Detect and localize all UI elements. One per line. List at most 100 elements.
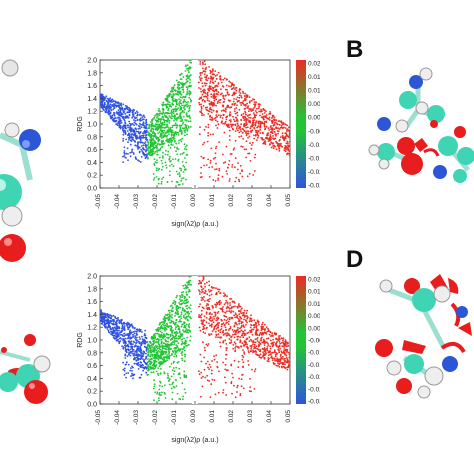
- data-point-green: [178, 175, 181, 178]
- data-point-green: [185, 119, 188, 122]
- data-point-red: [245, 94, 248, 97]
- data-point-green: [172, 110, 175, 113]
- data-point-red: [225, 307, 228, 310]
- data-point-green: [163, 358, 166, 360]
- data-point-green: [165, 104, 168, 106]
- data-point-red: [207, 77, 210, 79]
- data-point-green: [170, 141, 173, 144]
- data-point-red: [242, 138, 245, 140]
- data-point-blue: [122, 161, 125, 163]
- data-point-green: [163, 335, 165, 338]
- data-point-red: [222, 97, 225, 99]
- data-point-blue: [106, 100, 108, 103]
- data-point-blue: [130, 130, 132, 133]
- data-point-blue: [115, 105, 118, 108]
- data-point-red: [284, 349, 287, 352]
- data-point-green: [156, 393, 158, 395]
- data-point-green: [164, 104, 167, 106]
- data-point-green: [147, 360, 150, 363]
- data-point-red: [283, 347, 286, 349]
- data-point-red: [226, 104, 229, 107]
- data-point-green: [172, 302, 175, 304]
- data-point-green: [173, 89, 176, 91]
- data-point-green: [183, 134, 186, 137]
- data-point-blue: [139, 161, 142, 163]
- data-point-green: [184, 340, 187, 343]
- data-point-red: [254, 123, 257, 126]
- data-point-blue: [109, 321, 111, 323]
- data-point-blue: [109, 112, 112, 115]
- y-tick-label: 2.0: [87, 58, 97, 65]
- data-point-red: [278, 337, 280, 339]
- x-tick-label: 0.00: [190, 410, 197, 423]
- data-point-red: [233, 314, 236, 317]
- data-point-green: [162, 118, 164, 121]
- data-point-blue: [131, 109, 134, 112]
- data-point-red: [233, 384, 235, 387]
- data-point-red: [231, 372, 234, 375]
- data-point-green: [155, 356, 157, 359]
- data-point-red: [238, 94, 241, 97]
- data-point-red: [263, 323, 266, 326]
- data-point-green: [157, 115, 159, 117]
- data-point-blue: [135, 352, 138, 354]
- data-point-red: [232, 100, 235, 103]
- data-point-red: [200, 286, 203, 288]
- data-point-green: [186, 64, 189, 67]
- data-point-blue: [124, 112, 127, 115]
- data-point-red: [251, 320, 254, 322]
- data-point-red: [204, 349, 206, 352]
- data-point-red: [277, 127, 279, 130]
- data-point-red: [259, 343, 262, 345]
- data-point-green: [178, 124, 181, 127]
- data-point-red: [202, 375, 204, 378]
- data-point-red: [209, 133, 212, 136]
- data-point-red: [232, 376, 234, 379]
- data-point-blue: [132, 152, 135, 154]
- data-point-red: [246, 106, 249, 109]
- data-point-red: [200, 103, 203, 106]
- data-point-blue: [134, 337, 136, 339]
- data-point-red: [237, 347, 240, 349]
- data-point-red: [204, 101, 206, 103]
- data-point-red: [215, 78, 218, 80]
- data-point-red: [225, 116, 228, 118]
- data-point-green: [165, 333, 168, 336]
- data-point-red: [283, 357, 286, 360]
- data-point-red: [213, 73, 216, 76]
- data-point-blue: [136, 349, 138, 351]
- data-point-red: [226, 310, 228, 313]
- data-point-red: [238, 319, 241, 322]
- data-point-green: [171, 330, 174, 333]
- data-point-green: [168, 346, 170, 348]
- data-point-green: [188, 281, 191, 284]
- data-point-red: [202, 105, 205, 107]
- data-point-red: [229, 111, 232, 113]
- data-point-green: [167, 348, 170, 351]
- data-point-green: [153, 359, 155, 362]
- data-point-red: [243, 309, 246, 312]
- data-point-green: [186, 315, 189, 318]
- data-point-red: [224, 161, 227, 164]
- data-point-green: [163, 371, 166, 374]
- data-point-red: [202, 321, 205, 323]
- data-point-red: [279, 335, 281, 337]
- data-point-green: [155, 361, 158, 363]
- data-point-green: [161, 146, 163, 148]
- data-point-green: [155, 119, 157, 122]
- data-point-green: [184, 284, 187, 287]
- data-point-green: [171, 353, 173, 356]
- data-point-red: [235, 120, 238, 122]
- data-point-red: [222, 322, 225, 324]
- data-point-red: [224, 376, 226, 379]
- data-point-red: [211, 71, 214, 73]
- data-point-blue: [116, 336, 119, 339]
- data-point-green: [185, 305, 187, 308]
- data-point-green: [187, 311, 189, 314]
- data-point-blue: [104, 314, 107, 317]
- data-point-red: [245, 156, 248, 159]
- data-point-green: [186, 301, 189, 304]
- data-point-red: [224, 368, 227, 371]
- data-point-red: [250, 314, 252, 317]
- data-point-blue: [139, 330, 142, 333]
